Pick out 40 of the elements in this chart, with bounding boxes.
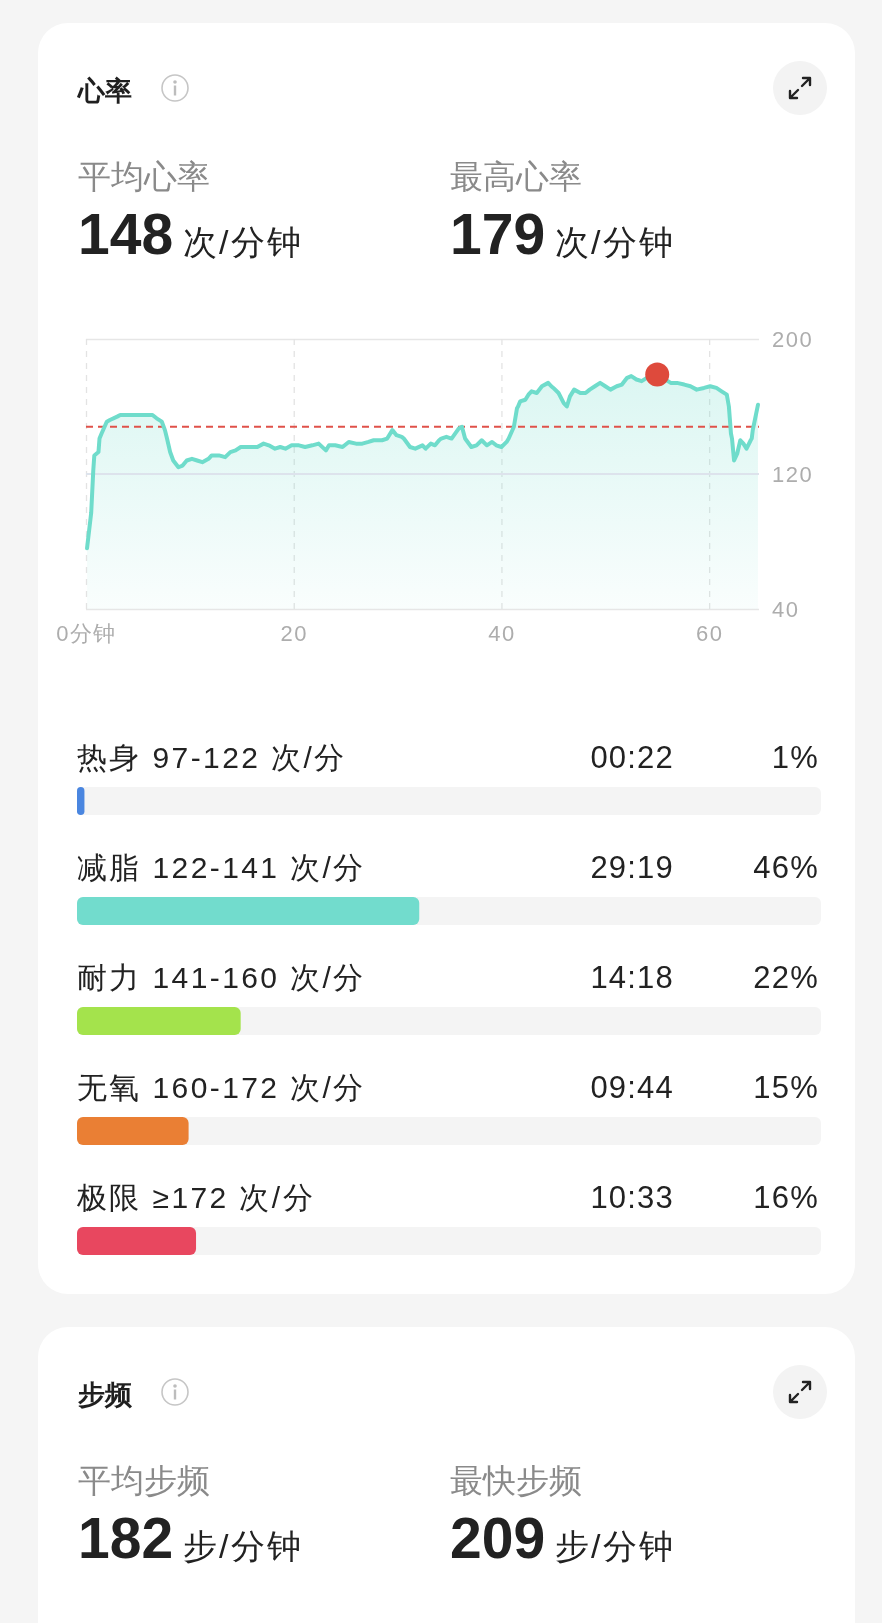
annotation: 29:19 [590,850,674,885]
text: 平均心率 [78,158,210,195]
annotation: 14:18 [590,960,674,995]
bar [77,1007,241,1035]
text: 次/分钟 [555,223,675,261]
text: 平均步频 [78,1462,210,1499]
x-tick-label: 0分钟 [56,620,117,646]
text: 步/分钟 [183,1527,303,1565]
x-tick-label: 20 [280,620,308,646]
data-label: 1% [771,740,819,775]
y-tick-label: 无氧 160-172 次/分 [77,1071,366,1104]
y-tick-label: 耐力 141-160 次/分 [77,961,366,994]
bar [77,1117,189,1145]
x-tick-label: 40 [488,620,516,646]
text: 182 [78,1506,174,1570]
text: 179 [450,202,546,266]
annotation: 00:22 [590,740,674,775]
annotation: 10:33 [590,1180,674,1215]
bar [77,1227,197,1255]
text: 最高心率 [450,158,582,195]
data-label: 15% [753,1070,819,1105]
y-tick-label: 热身 97-122 次/分 [77,741,347,774]
data-label: 22% [753,960,819,995]
chart-title: 心率 [76,76,132,106]
y-tick-label: 120 [772,461,814,487]
text: 148 [78,202,174,266]
annotation: 09:44 [590,1070,674,1105]
x-tick-label: 60 [695,620,724,646]
y-tick-label: 200 [772,326,814,352]
text: 次/分钟 [183,223,303,261]
text: 步频 [78,1380,133,1410]
y-tick-label: 40 [772,596,800,622]
data-label: 46% [753,850,819,885]
text: 步/分钟 [555,1527,675,1565]
data-label: 16% [753,1180,819,1215]
text: 209 [450,1506,546,1570]
y-tick-label: 减脂 122-141 次/分 [77,851,366,884]
text: 最快步频 [450,1462,582,1499]
y-tick-label: 极限 ≥172 次/分 [76,1181,315,1214]
bar [77,787,85,815]
